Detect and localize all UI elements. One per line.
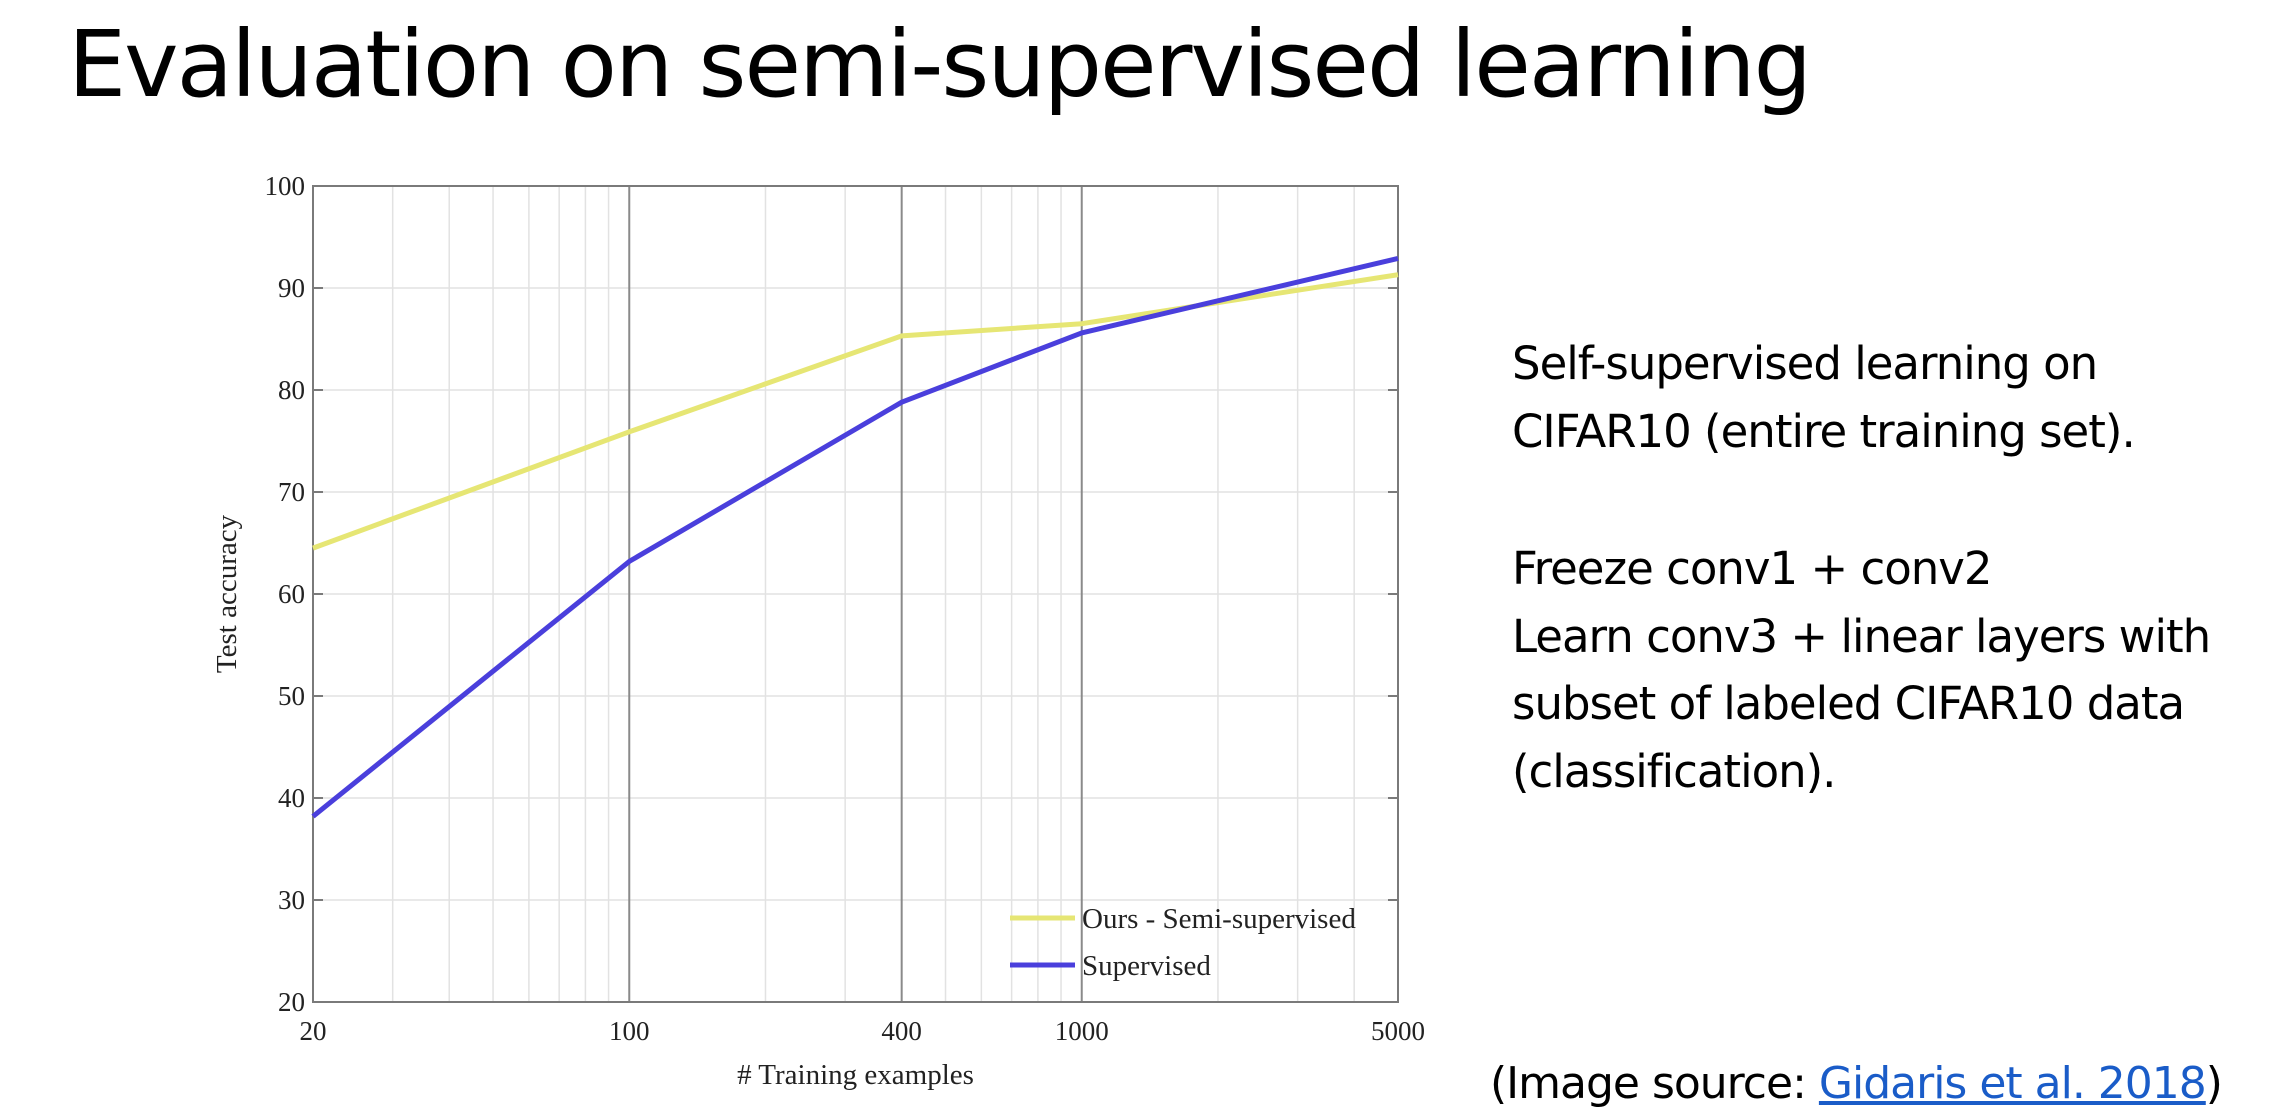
source-prefix: (Image source: — [1490, 1058, 1819, 1109]
y-tick-label: 30 — [278, 885, 305, 915]
legend-label: Supervised — [1082, 950, 1211, 982]
source-suffix: ) — [2205, 1058, 2223, 1109]
description-block-2: Freeze conv1 + conv2 Learn conv3 + linea… — [1512, 535, 2211, 805]
x-axis-label: # Training examples — [737, 1059, 974, 1091]
slide-title: Evaluation on semi-supervised learning — [68, 11, 1812, 118]
y-tick-label: 50 — [278, 681, 305, 711]
y-tick-label: 90 — [278, 273, 305, 303]
description-line: Learn conv3 + linear layers with — [1512, 609, 2211, 663]
description-line: (classification). — [1512, 744, 1837, 798]
x-tick-label: 100 — [609, 1016, 650, 1046]
description-line: Self-supervised learning on — [1512, 337, 2098, 390]
semi-supervised-accuracy-chart: 20 30 40 50 60 70 80 90 100 20 100 400 1000 5000 # Tra… — [211, 171, 1425, 1091]
description-line: subset of labeled CIFAR10 data — [1512, 677, 2185, 730]
x-tick-label: 5000 — [1371, 1016, 1425, 1046]
series-line-supervised — [311, 255, 1399, 819]
x-tick-label: 400 — [881, 1016, 922, 1046]
y-tick-label: 20 — [278, 987, 305, 1017]
y-tick-label: 40 — [278, 783, 305, 813]
y-tick-label: 60 — [278, 579, 305, 609]
legend-label: Ours - Semi-supervised — [1082, 903, 1356, 935]
x-tick-label: 20 — [300, 1016, 327, 1046]
description-line: CIFAR10 (entire training set). — [1512, 404, 2136, 458]
y-axis-label: Test accuracy — [211, 514, 243, 673]
description-block-1: Self-supervised learning on CIFAR10 (ent… — [1512, 330, 2136, 465]
source-link[interactable]: Gidaris et al. 2018 — [1818, 1058, 2207, 1109]
y-tick-label: 70 — [278, 477, 305, 507]
x-tick-label: 1000 — [1055, 1016, 1109, 1046]
description-line: Freeze conv1 + conv2 — [1512, 542, 1993, 595]
y-tick-label: 100 — [265, 171, 306, 201]
y-tick-label: 80 — [278, 375, 305, 405]
image-source-note: (Image source: Gidaris et al. 2018) — [1490, 1058, 2223, 1109]
